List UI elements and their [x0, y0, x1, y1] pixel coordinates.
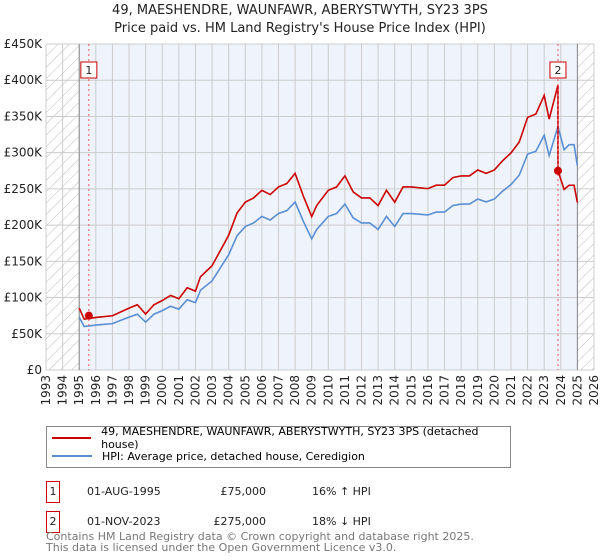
x-tick-label: 1999	[139, 375, 153, 406]
sale-date: 01-AUG-1995	[87, 485, 161, 498]
x-tick-label: 1995	[72, 375, 86, 406]
chart-subtitle: Price paid vs. HM Land Registry's House …	[114, 21, 486, 36]
x-tick-label: 2006	[255, 375, 269, 406]
hatched-region-right	[577, 44, 594, 370]
x-tick-label: 2016	[421, 375, 435, 406]
y-tick-label: £200K	[4, 218, 44, 232]
legend-swatch-blue	[52, 455, 92, 457]
x-tick-label: 2025	[570, 375, 584, 406]
sale-price: £275,000	[213, 515, 267, 528]
sale-label-box	[80, 61, 98, 79]
y-tick-label: £150K	[4, 254, 44, 268]
legend-item-property: 49, MAESHENDRE, WAUNFAWR, ABERYSTWYTH, S…	[52, 425, 510, 451]
x-tick-label: 2000	[155, 375, 169, 406]
property-price-line	[78, 85, 579, 321]
x-tick-label: 2012	[355, 375, 369, 406]
x-tick-label: 2015	[404, 375, 418, 406]
x-tick-label: 2004	[222, 375, 236, 406]
x-tick-label: 2009	[305, 375, 319, 406]
x-tick-label: 2014	[388, 375, 402, 406]
y-tick-label: £350K	[4, 109, 44, 123]
footer-licence: This data is licensed under the Open Gov…	[46, 541, 397, 554]
x-tick-label: 1997	[105, 375, 119, 406]
sale-date: 01-NOV-2023	[87, 515, 161, 528]
footer-copyright: Contains HM Land Registry data © Crown c…	[46, 530, 474, 543]
x-tick-label: 2010	[321, 375, 335, 406]
sale-label: 1	[85, 64, 92, 77]
sale-label-box	[549, 61, 567, 79]
sale-price: £75,000	[220, 485, 267, 498]
x-tick-label: 2021	[504, 375, 518, 406]
x-tick-label: 2011	[338, 375, 352, 406]
x-tick-label: 2017	[438, 375, 452, 406]
y-tick-label: £300K	[4, 146, 44, 160]
y-tick-label: £250K	[4, 182, 44, 196]
chart-title: 49, MAESHENDRE, WAUNFAWR, ABERYSTWYTH, S…	[112, 3, 488, 18]
sale-number-badge: 1	[46, 481, 60, 503]
x-tick-label: 1998	[122, 375, 136, 406]
x-tick-label: 2023	[537, 375, 551, 406]
x-tick-label: 1996	[89, 375, 103, 406]
y-tick-label: £50K	[11, 327, 43, 341]
hpi-line	[78, 123, 579, 328]
sale-number-badge: 2	[46, 511, 60, 533]
x-tick-label: 2018	[454, 375, 468, 406]
x-tick-label: 2024	[554, 375, 568, 406]
x-tick-label: 2019	[471, 375, 485, 406]
sale-row: 2 01-NOV-2023 £275,000 18% ↓ HPI	[0, 511, 600, 533]
legend-label: HPI: Average price, detached house, Cere…	[102, 449, 365, 463]
x-tick-label: 2003	[205, 375, 219, 406]
x-tick-label: 2002	[188, 375, 202, 406]
sale-hpi-diff: 18% ↓ HPI	[312, 515, 371, 528]
legend-label: 49, MAESHENDRE, WAUNFAWR, ABERYSTWYTH, S…	[101, 425, 479, 451]
x-tick-label: 2001	[172, 375, 186, 406]
sale-point	[84, 311, 93, 320]
y-tick-label: £100K	[4, 291, 44, 305]
y-tick-label: £450K	[4, 37, 44, 51]
x-tick-label: 1993	[39, 375, 53, 406]
legend: 49, MAESHENDRE, WAUNFAWR, ABERYSTWYTH, S…	[46, 425, 511, 468]
x-tick-label: 2007	[271, 375, 285, 406]
price-chart: £0 £50K £100K £150K £200K £250K £300K £350K £400…	[4, 37, 600, 406]
x-tick-label: 2022	[521, 375, 535, 406]
x-tick-label: 2013	[371, 375, 385, 406]
y-tick-label: £400K	[4, 73, 44, 87]
sale-label: 2	[554, 64, 561, 77]
sale-row: 1 01-AUG-1995 £75,000 16% ↑ HPI	[0, 481, 600, 503]
legend-item-hpi: HPI: Average price, detached house, Cere…	[52, 448, 365, 464]
x-tick-label: 2005	[238, 375, 252, 406]
legend-swatch-red	[52, 437, 92, 439]
y-tick-label: £0	[27, 363, 42, 377]
x-tick-label: 2020	[487, 375, 501, 406]
sale-point	[553, 166, 562, 175]
x-tick-label: 2008	[288, 375, 302, 406]
x-tick-label: 2026	[587, 375, 600, 406]
x-tick-label: 1994	[56, 375, 70, 406]
sale-hpi-diff: 16% ↑ HPI	[312, 485, 371, 498]
